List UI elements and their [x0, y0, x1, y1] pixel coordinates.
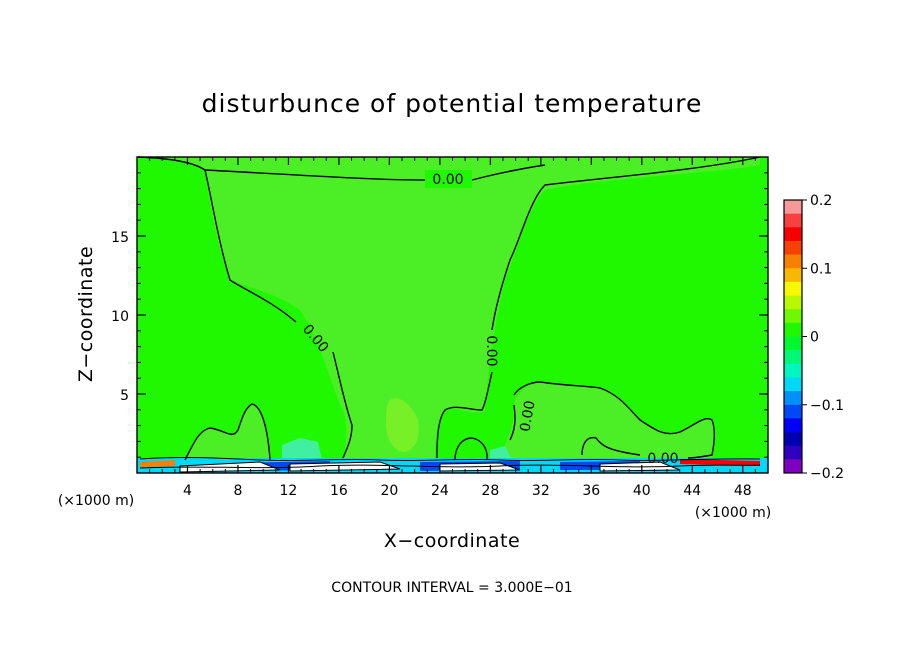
contour-right-small — [581, 436, 641, 456]
colorbar-swatch — [784, 295, 802, 310]
contour-small-bump — [454, 437, 488, 461]
contour-lines — [137, 156, 761, 461]
x-tick-label: 40 — [633, 483, 651, 499]
colorbar-swatch — [784, 377, 802, 392]
x-tick-label: 48 — [734, 483, 752, 499]
x-tick-label: 36 — [582, 483, 600, 499]
colorbar-swatch — [784, 404, 802, 419]
y-tick-label: 15 — [111, 230, 129, 246]
surface-red-right — [680, 459, 760, 466]
x-tick-label: 4 — [183, 483, 192, 499]
central-region — [138, 157, 760, 460]
colorbar-swatch — [784, 350, 802, 365]
colorbar-tick-label: 0.2 — [810, 193, 832, 209]
chart-title: disturbunce of potential temperature — [202, 89, 703, 118]
contour-label: 0.00 — [647, 451, 678, 467]
x-axis-label: X−coordinate — [384, 530, 520, 552]
contour-label: 0.00 — [483, 335, 499, 366]
colorbar-tick-label: −0.2 — [810, 466, 844, 482]
colorbar: 0.2 0.1 0 −0.1 −0.2 — [783, 193, 844, 482]
contour-left-bump — [184, 403, 271, 461]
x-tick-label: 44 — [683, 483, 701, 499]
contour-label: 0.00 — [432, 172, 463, 188]
plot-area: 0.00 0.00 0.00 0.00 0.00 — [136, 156, 769, 474]
colorbar-swatch — [784, 200, 802, 214]
colorbar-swatch — [784, 363, 802, 378]
right-region — [500, 382, 715, 460]
contour-label-bg — [425, 170, 472, 188]
y-tick-label: 5 — [120, 388, 129, 404]
colorbar-swatch — [784, 459, 802, 474]
x-tick-label: 32 — [532, 483, 550, 499]
colorbar-swatch — [784, 336, 802, 351]
colorbar-tick-label: 0 — [810, 330, 819, 346]
contour-labels: 0.00 0.00 0.00 0.00 0.00 — [299, 170, 679, 467]
colorbar-swatch — [784, 445, 802, 460]
cyan-patch-left — [282, 438, 322, 460]
surface-contour-lines — [139, 456, 761, 469]
contour-top — [137, 156, 297, 323]
contour-interval-footer: CONTOUR INTERVAL = 3.000E−01 — [331, 580, 572, 596]
contour-right-region — [509, 381, 715, 459]
colorbar-tick-label: 0.1 — [810, 261, 832, 277]
y-axis-label: Z−coordinate — [75, 246, 97, 382]
colorbar-swatch — [784, 281, 802, 296]
colorbar-swatch — [784, 240, 802, 255]
x-tick-label: 20 — [380, 483, 398, 499]
colorbar-swatch — [784, 418, 802, 433]
colorbar-swatch — [784, 432, 802, 446]
x-tick-label: 12 — [280, 483, 298, 499]
contour-label: 0.00 — [517, 399, 538, 432]
x-axis-ticks: 4 8 12 16 20 24 28 32 36 40 44 48 — [149, 157, 769, 499]
y-tick-label: 10 — [111, 309, 129, 325]
colorbar-swatch — [784, 268, 802, 283]
contour-left-lower — [332, 351, 353, 459]
colorbar-swatch — [784, 227, 802, 242]
cyan-patch-mid — [490, 446, 512, 460]
y-axis-ticks: 5 10 15 — [111, 172, 768, 458]
central-highlight — [386, 398, 419, 452]
colorbar-swatch — [784, 213, 802, 228]
colorbar-swatch — [784, 254, 802, 269]
colorbar-swatch — [784, 322, 802, 337]
surface-white-blobs — [179, 461, 681, 473]
contour-right-of-center — [436, 156, 761, 459]
colorbar-swatch — [784, 309, 802, 324]
surface-blue-patches — [230, 461, 640, 471]
contour-top-arc — [204, 164, 546, 181]
left-bump — [185, 405, 270, 460]
x-tick-label: 8 — [233, 483, 242, 499]
colorbar-swatch — [784, 391, 802, 406]
x-tick-label: 16 — [330, 483, 348, 499]
x-unit-left: (×1000 m) — [58, 493, 134, 509]
surface-layer — [137, 456, 768, 473]
x-unit-right: (×1000 m) — [695, 505, 771, 521]
colorbar-tick-label: −0.1 — [810, 398, 844, 414]
x-tick-label: 24 — [431, 483, 449, 499]
x-tick-label: 28 — [481, 483, 499, 499]
surface-orange-left — [140, 460, 175, 467]
